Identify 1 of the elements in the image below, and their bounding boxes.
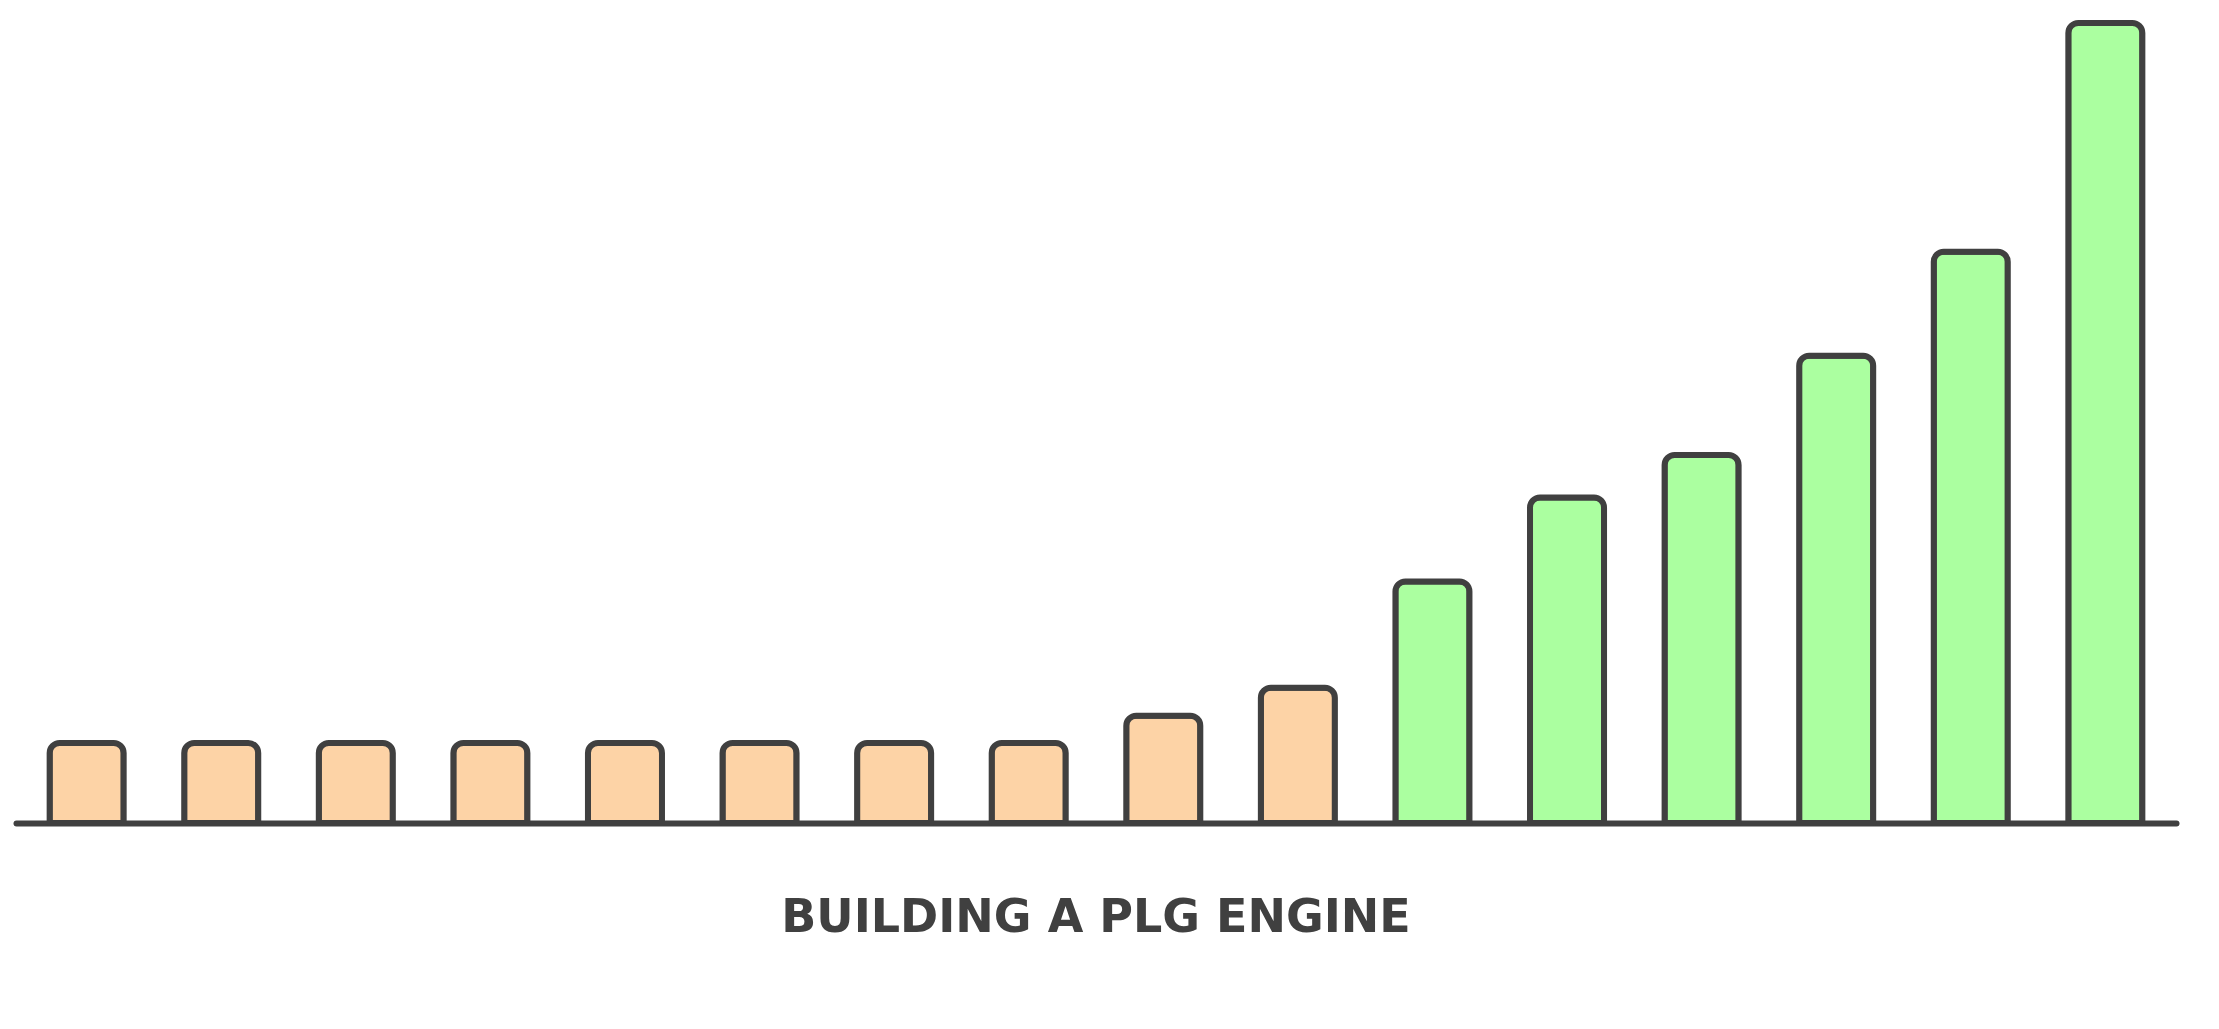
text: BUILDING A PLG ENGINE — [781, 889, 1411, 943]
